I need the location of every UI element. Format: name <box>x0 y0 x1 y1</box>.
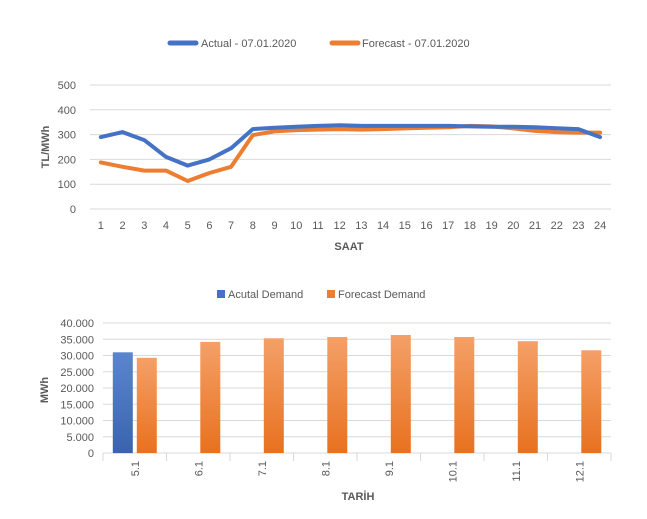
bar-chart-legend: Acutal Demand Forecast Demand <box>217 289 425 301</box>
line-chart-x-tick-label: 2 <box>120 220 126 232</box>
bar-chart-x-tick-label: 11.1 <box>511 461 523 482</box>
line-chart: Actual - 07.01.2020 Forecast - 07.01.202… <box>40 38 611 253</box>
line-chart-x-tick-label: 10 <box>290 220 302 232</box>
bar-chart-x-axis-title: TARİH <box>342 490 375 503</box>
bar-forecast-demand <box>136 357 157 453</box>
bar-chart-bars <box>112 335 602 454</box>
bar-chart-x-ticks: 5.1 6.1 7.1 8.1 9.1 10.1 11.1 12.1 <box>102 453 612 482</box>
line-chart-x-tick-label: 22 <box>551 220 563 232</box>
bar-forecast-demand <box>327 337 348 453</box>
bar-chart-x-tick-label: 10.1 <box>447 461 459 482</box>
line-chart-x-tick-label: 5 <box>185 220 191 232</box>
line-chart-gridlines <box>90 84 611 210</box>
bar-chart-x-tick-label: 6.1 <box>193 461 205 476</box>
line-chart-x-tick-label: 6 <box>206 220 212 232</box>
bar-chart-y-tick-label: 5.000 <box>66 432 94 444</box>
line-chart-x-tick-label: 8 <box>250 220 256 232</box>
line-chart-y-ticks: 0 100 200 300 400 500 <box>58 80 76 216</box>
line-chart-x-tick-label: 21 <box>529 220 541 232</box>
line-chart-y-tick-label: 200 <box>58 154 76 166</box>
bar-chart-y-tick-label: 20.000 <box>60 383 94 395</box>
line-chart-y-tick-label: 100 <box>58 179 76 191</box>
line-chart-x-tick-label: 23 <box>572 220 584 232</box>
bar-chart-x-tick-label: 12.1 <box>574 461 586 482</box>
line-chart-y-tick-label: 300 <box>58 130 76 142</box>
bar-forecast-demand <box>263 338 284 453</box>
line-chart-x-tick-label: 12 <box>334 220 346 232</box>
bar-chart-y-tick-label: 10.000 <box>60 416 94 428</box>
legend-swatch-forecast-demand <box>327 290 335 298</box>
bar-forecast-demand <box>390 335 411 453</box>
line-chart-y-tick-label: 0 <box>70 204 76 216</box>
bar-forecast-demand <box>200 341 221 453</box>
bar-chart-x-tick-label: 8.1 <box>320 461 332 476</box>
legend-label-actual: Actual - 07.01.2020 <box>201 38 296 50</box>
bar-chart-x-tick-label: 7.1 <box>257 461 269 476</box>
line-chart-x-tick-label: 1 <box>98 220 104 232</box>
line-chart-x-tick-label: 9 <box>271 220 277 232</box>
line-chart-x-tick-label: 7 <box>228 220 234 232</box>
line-chart-x-axis-title: SAAT <box>334 241 363 253</box>
bar-forecast-demand <box>581 350 602 453</box>
bar-forecast-demand <box>454 337 475 453</box>
line-chart-legend: Actual - 07.01.2020 Forecast - 07.01.202… <box>167 38 470 50</box>
line-chart-x-tick-label: 14 <box>377 220 389 232</box>
line-chart-x-tick-label: 24 <box>594 220 606 232</box>
series-line-forecast <box>98 123 603 183</box>
series-line-actual <box>98 123 603 168</box>
bar-chart: Acutal Demand Forecast Demand 0 5.000 10.0… <box>39 289 612 503</box>
line-chart-x-tick-label: 18 <box>464 220 476 232</box>
line-chart-x-tick-label: 15 <box>399 220 411 232</box>
bar-chart-x-tick-label: 5.1 <box>130 461 142 476</box>
line-chart-x-tick-label: 11 <box>312 220 323 232</box>
line-chart-x-tick-label: 3 <box>141 220 147 232</box>
legend-label-forecast: Forecast - 07.01.2020 <box>362 38 470 50</box>
bar-chart-y-ticks: 0 5.000 10.000 15.000 20.000 25.000 30.000 35.0… <box>60 318 94 460</box>
bar-chart-y-tick-label: 35.000 <box>60 334 94 346</box>
line-chart-y-tick-label: 500 <box>58 80 76 92</box>
bar-chart-y-tick-label: 15.000 <box>60 399 94 411</box>
line-chart-x-tick-label: 20 <box>507 220 519 232</box>
legend-label-forecast-demand: Forecast Demand <box>338 289 425 301</box>
bar-chart-y-axis-title: MWh <box>39 377 51 404</box>
line-chart-x-tick-label: 13 <box>355 220 367 232</box>
line-chart-x-tick-label: 4 <box>163 220 169 232</box>
line-chart-x-tick-label: 19 <box>485 220 497 232</box>
bar-actual-demand <box>112 352 133 454</box>
line-chart-y-axis-title: TL/MWh <box>40 125 52 168</box>
line-chart-series <box>98 123 603 183</box>
line-chart-x-tick-label: 17 <box>442 220 454 232</box>
line-chart-y-tick-label: 400 <box>58 105 76 117</box>
line-chart-x-tick-label: 16 <box>420 220 432 232</box>
bar-chart-x-tick-label: 9.1 <box>384 461 396 476</box>
legend-swatch-actual-demand <box>217 290 225 298</box>
bar-forecast-demand <box>517 341 538 453</box>
bar-chart-y-tick-label: 40.000 <box>60 318 94 330</box>
bar-chart-y-tick-label: 30.000 <box>60 351 94 363</box>
bar-chart-y-tick-label: 0 <box>88 448 94 460</box>
bar-chart-y-tick-label: 25.000 <box>60 367 94 379</box>
legend-label-actual-demand: Acutal Demand <box>228 289 303 301</box>
line-chart-x-ticks: 1 2 3 4 5 6 7 8 9 10 11 12 13 14 15 16 17 18 19 20 21 22 23 24 <box>98 220 606 232</box>
